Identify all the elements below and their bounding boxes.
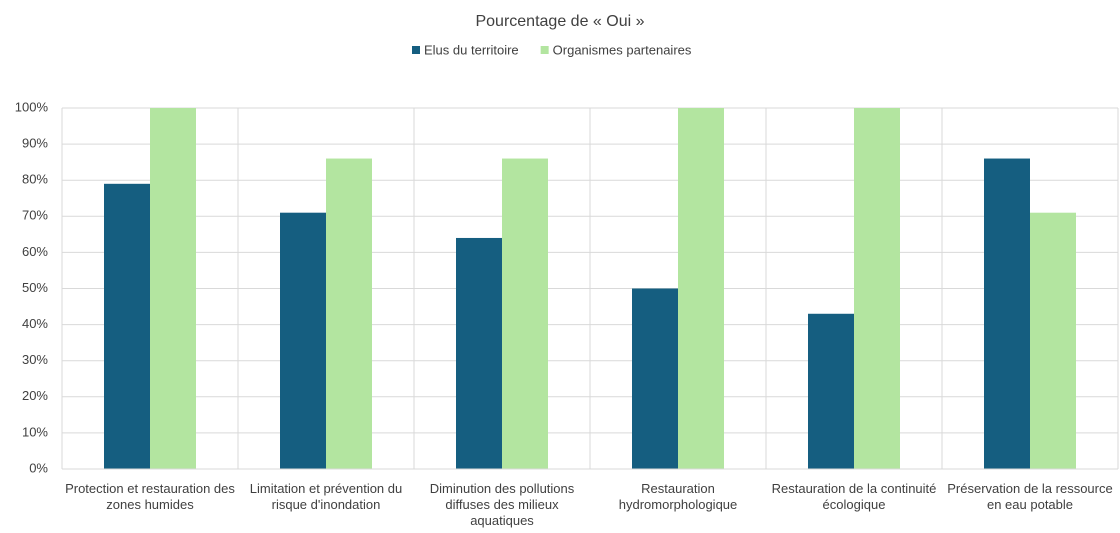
- bar: [678, 108, 724, 469]
- bar: [150, 108, 196, 469]
- y-tick-label: 0%: [29, 460, 48, 475]
- legend-label: Elus du territoire: [424, 42, 519, 57]
- bar: [104, 183, 150, 469]
- bar: [808, 313, 854, 469]
- x-tick-label: Restauration de la continuité écologique: [771, 481, 937, 512]
- y-tick-label: 100%: [15, 99, 49, 114]
- y-tick-label: 90%: [22, 136, 48, 151]
- y-tick-label: 10%: [22, 424, 48, 439]
- y-tick-label: 60%: [22, 244, 48, 259]
- y-tick-label: 20%: [22, 388, 48, 403]
- y-tick-label: 40%: [22, 316, 48, 331]
- y-tick-label: 70%: [22, 208, 48, 223]
- y-tick-label: 30%: [22, 352, 48, 367]
- x-tick-label: Limitation et prévention du risque d'ino…: [249, 481, 403, 512]
- legend-label: Organismes partenaires: [553, 42, 692, 57]
- y-tick-label: 50%: [22, 280, 48, 295]
- bar: [502, 158, 548, 470]
- x-tick-label: Préservation de la ressource en eau pota…: [947, 481, 1113, 512]
- x-tick-label: Diminution des pollutions diffuses des m…: [429, 481, 575, 528]
- chart-title: Pourcentage de « Oui »: [475, 13, 644, 30]
- bar: [854, 108, 900, 469]
- bar: [456, 237, 502, 469]
- bar: [326, 158, 372, 470]
- y-tick-label: 80%: [22, 172, 48, 187]
- x-tick-label: Restauration hydromorphologique: [618, 481, 738, 512]
- x-tick-label: Protection et restauration des zones hum…: [65, 481, 235, 512]
- legend-swatch: [412, 46, 420, 54]
- bar: [632, 288, 678, 469]
- bar: [1030, 212, 1076, 469]
- legend-swatch: [540, 46, 549, 54]
- bar: [984, 158, 1030, 470]
- bar: [280, 212, 326, 469]
